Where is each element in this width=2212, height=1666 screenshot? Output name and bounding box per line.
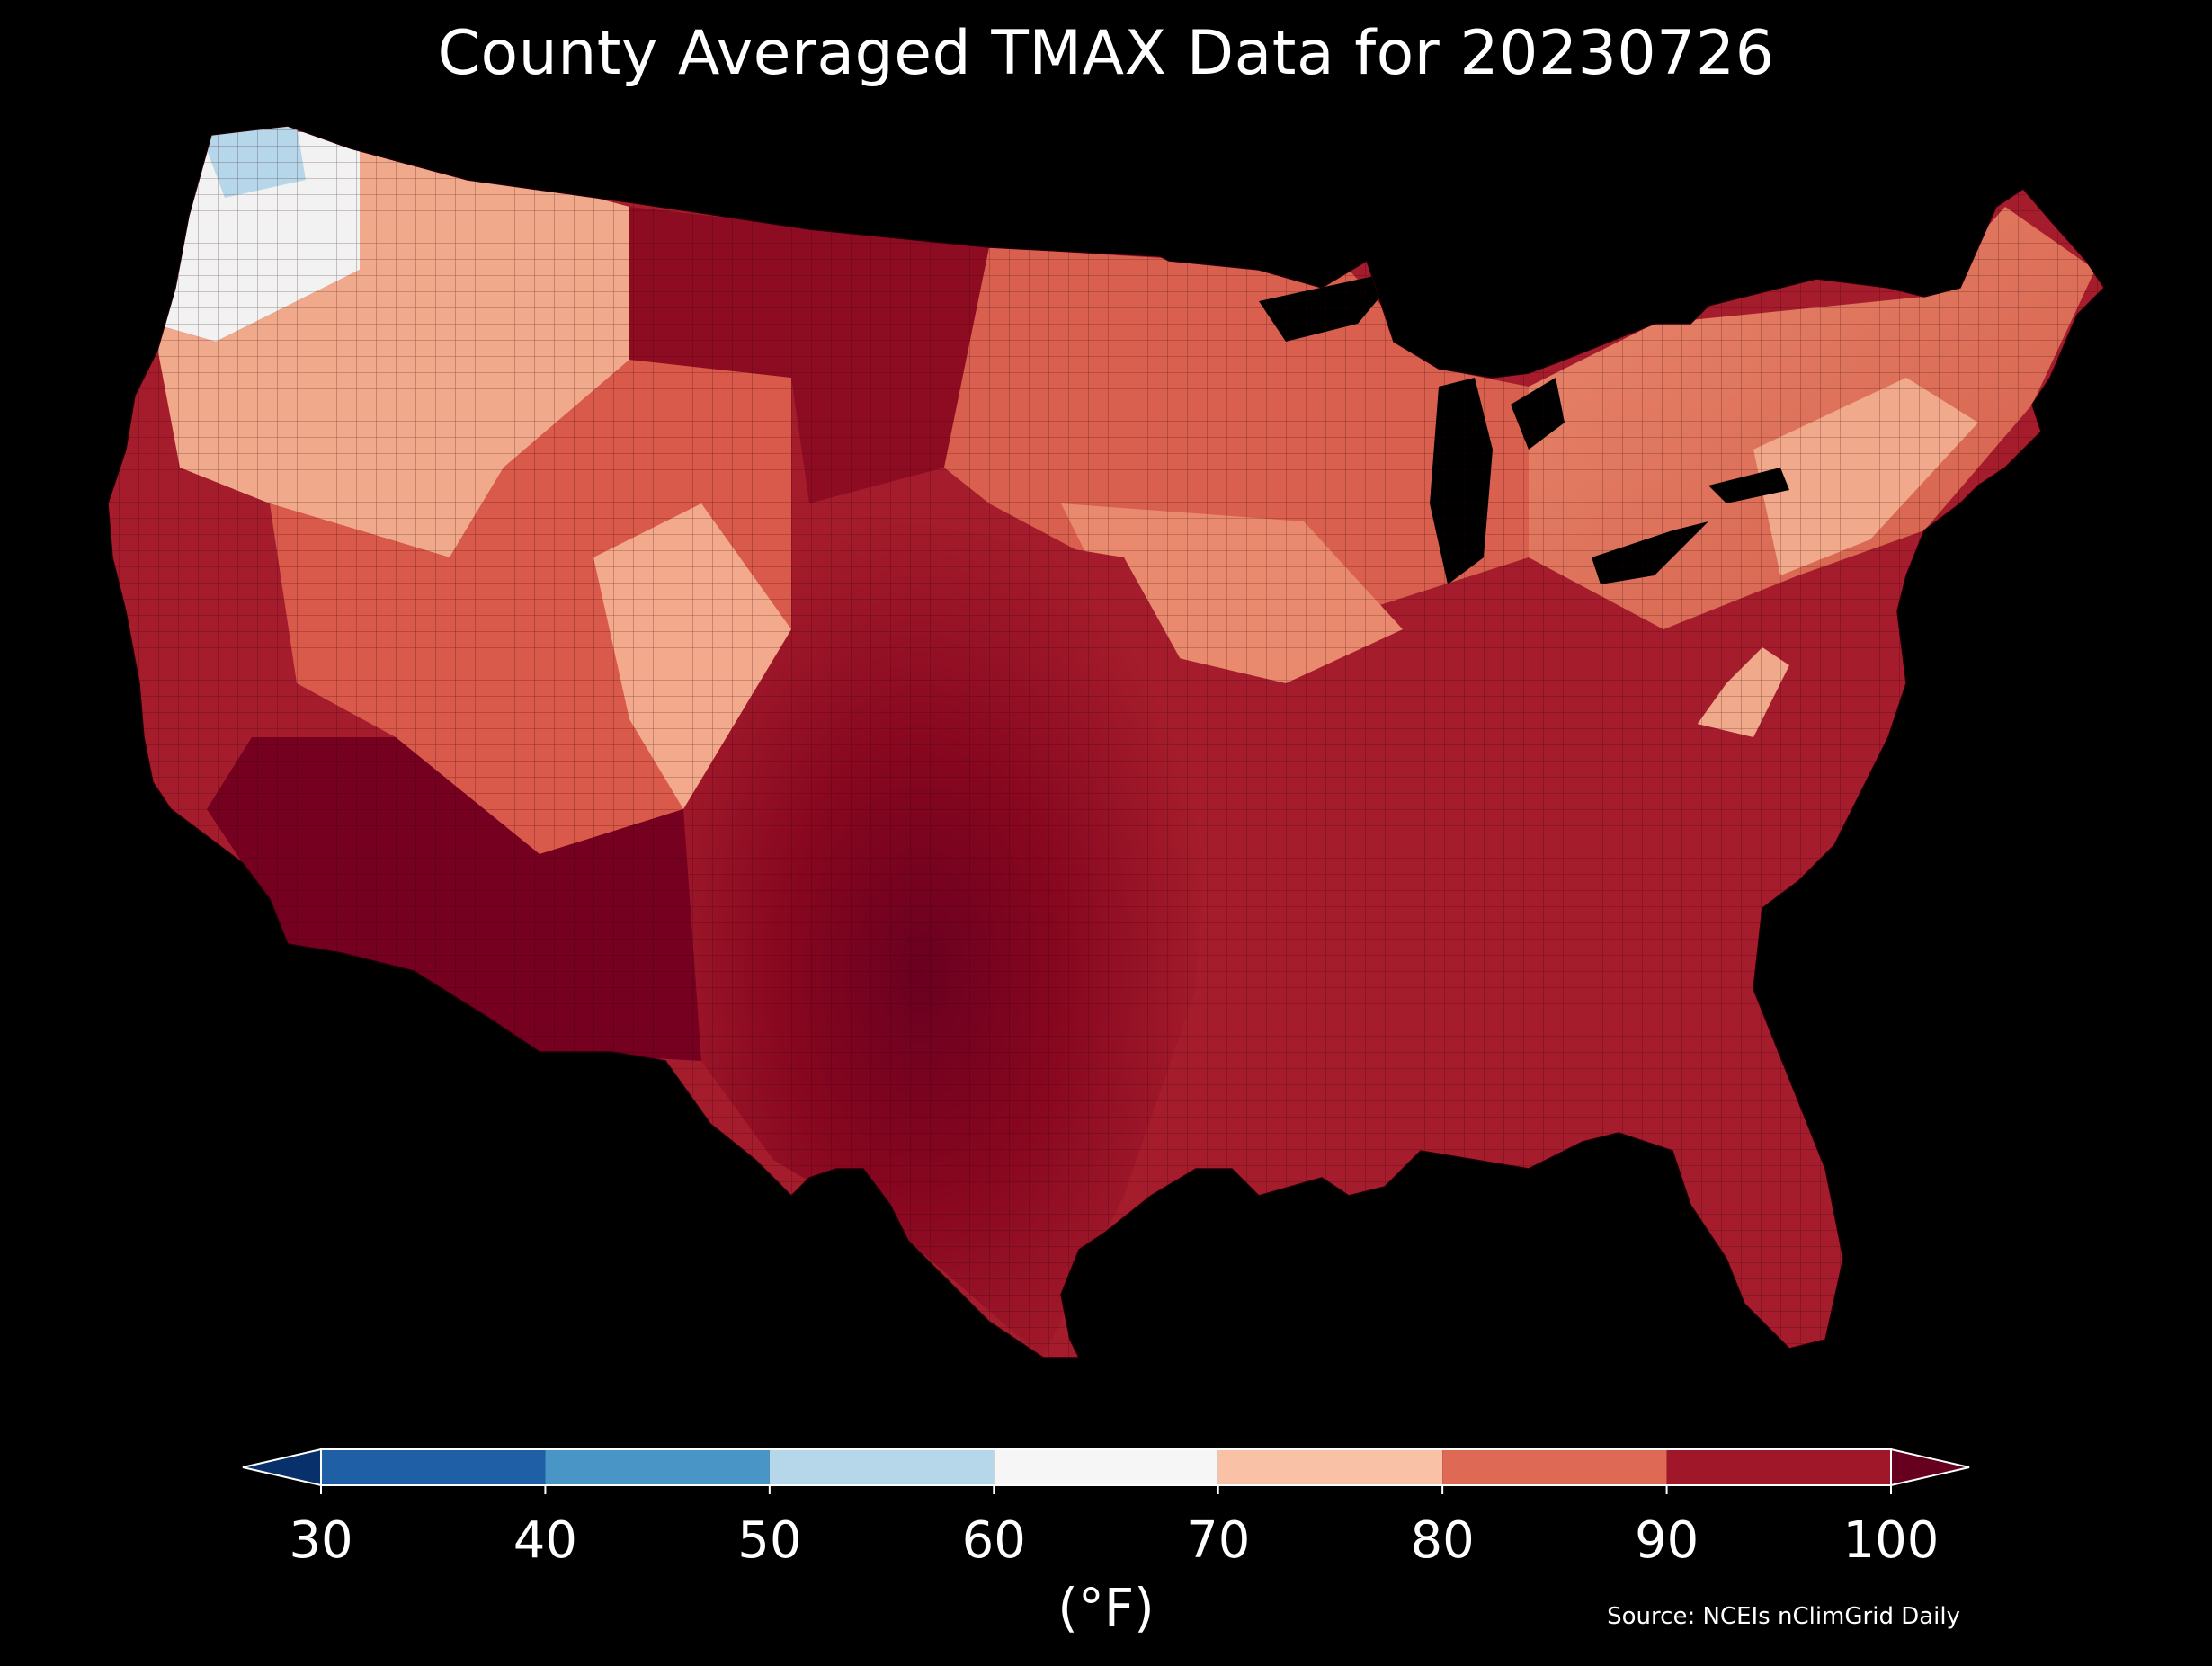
colorbar-over-arrow — [1890, 1448, 1970, 1487]
colorbar-bin-60-70 — [994, 1449, 1218, 1485]
colorbar-tick-label: 100 — [1843, 1511, 1940, 1570]
colorbar-tick-label: 30 — [289, 1511, 352, 1570]
colorbar-tick-label: 60 — [962, 1511, 1026, 1570]
colorbar-bin-80-90 — [1442, 1449, 1667, 1485]
colorbar-unit-label: (°F) — [1057, 1577, 1155, 1638]
colorbar-tick-label: 70 — [1186, 1511, 1250, 1570]
colorbar-under-arrow — [242, 1448, 322, 1487]
colorbar-bin-90-100 — [1666, 1449, 1891, 1485]
map-title: County Averaged TMAX Data for 20230726 — [437, 18, 1775, 89]
colorbar-tick-label: 40 — [513, 1511, 577, 1570]
source-note: Source: NCEIs nClimGrid Daily — [1607, 1603, 1960, 1630]
conus-land — [108, 126, 2104, 1358]
colorbar-bin-30-40 — [321, 1449, 546, 1485]
colorbar-bin-70-80 — [1217, 1449, 1443, 1485]
colorbar-frame — [320, 1448, 1892, 1486]
colorbar-bin-40-50 — [545, 1449, 770, 1485]
colorbar-tick-label: 90 — [1635, 1511, 1699, 1570]
colorbar-bin-50-60 — [769, 1449, 995, 1485]
colorbar-tick-label: 80 — [1411, 1511, 1475, 1570]
colorbar-tick-label: 50 — [737, 1511, 801, 1570]
